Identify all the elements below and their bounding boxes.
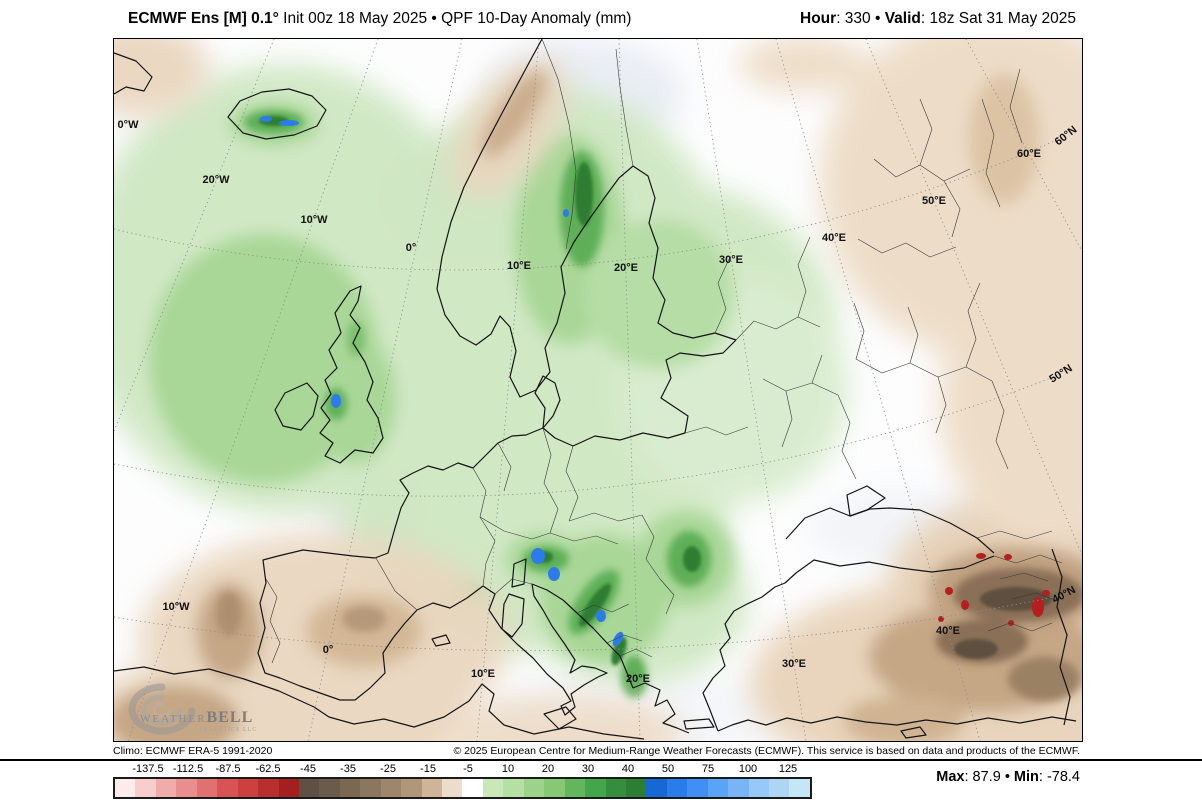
colorbar-segment [401, 779, 422, 797]
extreme-dry-specks [938, 553, 1050, 626]
colorbar-tick-label: -25 [380, 763, 396, 775]
colorbar-segment [544, 779, 565, 797]
colorbar-segment [585, 779, 606, 797]
anomaly-map-svg [114, 39, 1082, 741]
map-title: ECMWF Ens [M] 0.1° Init 00z 18 May 2025 … [128, 10, 631, 28]
colorbar-segment [339, 779, 361, 797]
colorbar-tick-label: 10 [501, 763, 515, 775]
watermark-bell: BELL [206, 709, 254, 726]
colorbar-segment [298, 779, 320, 797]
colorbar-segment [748, 779, 769, 797]
footer-divider [0, 759, 1202, 761]
colorbar-segment [319, 779, 340, 797]
watermark-brand: WEATHERBELL [140, 709, 253, 727]
watermark-weather: WEATHER [140, 713, 207, 725]
colorbar-tick-label: -137.5 [132, 763, 164, 775]
graticule [114, 39, 1082, 741]
colorbar-segment [605, 779, 626, 797]
colorbar-segments [113, 777, 812, 799]
watermark-subtitle: ANALYTICS LLC [198, 727, 258, 733]
colorbar-segment [217, 779, 238, 797]
colorbar-segment [237, 779, 259, 797]
colorbar-segment [360, 779, 381, 797]
colorbar-segment [196, 779, 218, 797]
extreme-wet-specks [260, 116, 624, 647]
colorbar-tick-label: -45 [300, 763, 316, 775]
colorbar-tick-label: -62.5 [255, 763, 281, 775]
colorbar-tick-label: 100 [738, 763, 758, 775]
colorbar-segment [442, 779, 463, 797]
colorbar-tick-label: 125 [778, 763, 798, 775]
colorbar-segment [789, 779, 810, 797]
colorbar-segment [523, 779, 545, 797]
colorbar-tick-label: -112.5 [172, 763, 204, 775]
watermark-swirl-icon [128, 683, 196, 735]
coastlines [114, 39, 1077, 740]
colorbar-segment [707, 779, 729, 797]
country-borders [265, 39, 1063, 664]
copyright-note: © 2025 European Centre for Medium-Range … [453, 745, 1080, 757]
colorbar-tick-label: 50 [661, 763, 675, 775]
colorbar-segment [135, 779, 156, 797]
valid-label: Valid [884, 10, 921, 27]
colorbar-segment [482, 779, 504, 797]
hour-value: : 330 • [836, 10, 885, 27]
colorbar-segment [115, 779, 136, 797]
colorbar-tick-label: -15 [420, 763, 436, 775]
max-value: : 87.9 [964, 769, 1005, 785]
colorbar-segment [564, 779, 586, 797]
colorbar-tick-label: -87.5 [215, 763, 241, 775]
hour-label: Hour [800, 10, 837, 27]
colorbar-segment [155, 779, 177, 797]
colorbar-tick-label: 30 [581, 763, 595, 775]
min-label: Min [1013, 769, 1039, 785]
colorbar-labels: -137.5 -112.5 -87.5 -62.5 -45 -35 -25 -15 -5 10 20… [113, 763, 808, 776]
colorbar-segment [462, 779, 483, 797]
colorbar-tick-label: -35 [340, 763, 356, 775]
colorbar-tick-label: 75 [701, 763, 715, 775]
colorbar-tick-label: 20 [541, 763, 555, 775]
max-label: Max [936, 769, 965, 785]
colorbar-segment [666, 779, 688, 797]
colorbar-segment [421, 779, 442, 797]
colorbar-segment [258, 779, 279, 797]
colorbar-segment [503, 779, 524, 797]
climo-note: Climo: ECMWF ERA-5 1991-2020 [113, 745, 273, 757]
colorbar-tick-label: -5 [463, 763, 473, 775]
dot-separator: • [1004, 769, 1014, 785]
init-and-product: Init 00z 18 May 2025 • QPF 10-Day Anomal… [278, 10, 632, 27]
colorbar-segment [278, 779, 299, 797]
colorbar-segment [769, 779, 790, 797]
colorbar-segment [728, 779, 749, 797]
colorbar-segment [380, 779, 402, 797]
model-name: ECMWF Ens [M] 0.1° [128, 10, 279, 27]
colorbar-segment [646, 779, 667, 797]
watermark: WEATHERBELL ANALYTICS LLC [118, 683, 288, 741]
valid-value: : 18z Sat 31 May 2025 [920, 10, 1076, 27]
colorbar-segment [625, 779, 647, 797]
colorbar-tick-label: 40 [621, 763, 635, 775]
colorbar-segment [176, 779, 197, 797]
max-min-readout: Max: 87.9 • Min: -78.4 [936, 769, 1080, 785]
colorbar-segment [687, 779, 708, 797]
map-canvas: 0°W 20°W 10°W 0° 10°E 20°E 30°E 40°E 50°E 60°E 60°… [113, 38, 1083, 742]
valid-time: Hour: 330 • Valid: 18z Sat 31 May 2025 [800, 10, 1076, 28]
min-value: : -78.4 [1038, 769, 1080, 785]
